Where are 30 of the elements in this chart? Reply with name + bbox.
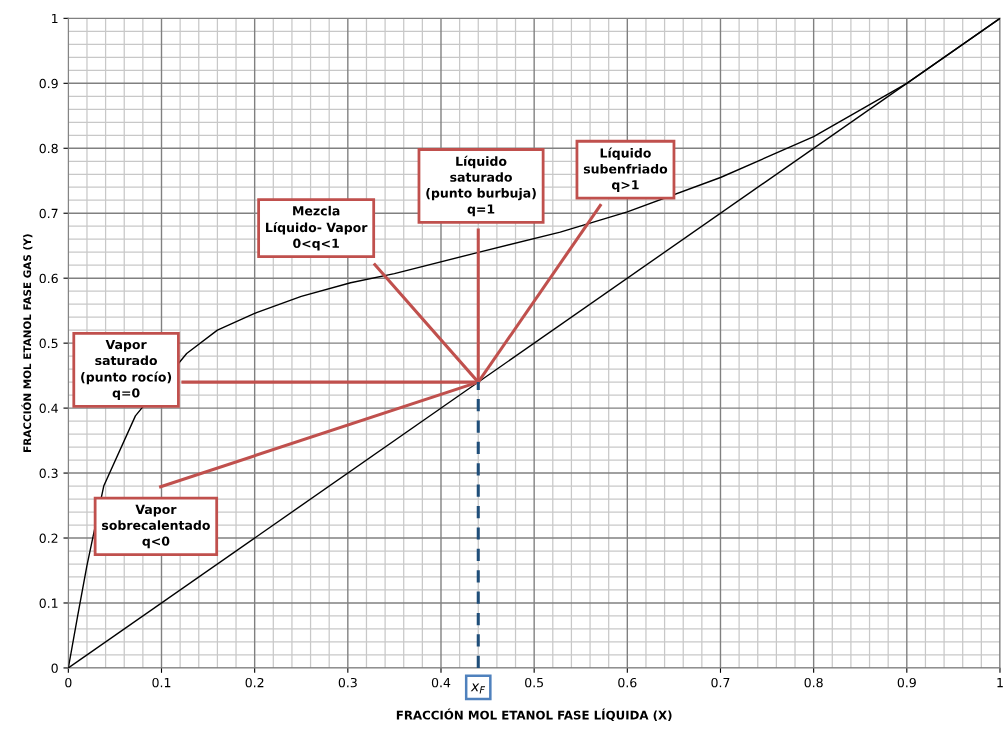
x-tick-label: 0.6 (618, 677, 637, 688)
y-tick-label: 0 (51, 663, 58, 673)
annotation: Líquido saturado (punto burbuja) q=1 (426, 155, 536, 217)
annotation: Líquido subenfriado q>1 (583, 147, 668, 192)
x-tick-label: 0.7 (711, 677, 730, 688)
x-tick-label: 0.2 (245, 677, 264, 688)
annotation: Vapor sobrecalentado q<0 (102, 504, 210, 549)
annotation: x$_{F}$ (470, 683, 486, 694)
y-tick-label: 0.7 (39, 208, 58, 219)
x-tick-label: 0.3 (338, 677, 357, 688)
x-tick-label: 0.4 (431, 677, 451, 688)
x-tick-label: 0.9 (897, 677, 916, 688)
x-tick-label: 0.5 (525, 677, 544, 688)
x-tick-label: 1 (997, 678, 1003, 688)
y-tick-label: 0.5 (39, 338, 58, 349)
annotation: Mezcla Líquido- Vapor 0<q<1 (266, 205, 368, 251)
annotation: Vapor saturado (punto rocío) q=0 (81, 339, 172, 401)
y-tick-label: 0.2 (39, 533, 58, 543)
y-tick-label: 0.6 (39, 273, 58, 284)
y-tick-label: 0.9 (39, 78, 58, 89)
y-tick-label: 0.3 (39, 468, 58, 478)
y-tick-label: 0.1 (39, 598, 58, 608)
y-axis-title: FRACCIÓN MOL ETANOL FASE GAS (Y) (21, 234, 33, 452)
x-tick-label: 0.1 (152, 677, 171, 688)
y-tick-label: 0.4 (39, 403, 58, 414)
x-tick-label: 0.8 (804, 677, 823, 688)
x-tick-label: 0 (65, 677, 72, 688)
y-tick-label: 1 (52, 13, 58, 24)
x-axis-title: FRACCIÓN MOL ETANOL FASE LÍQUIDA (X) (396, 708, 672, 722)
y-tick-label: 0.8 (39, 143, 58, 154)
